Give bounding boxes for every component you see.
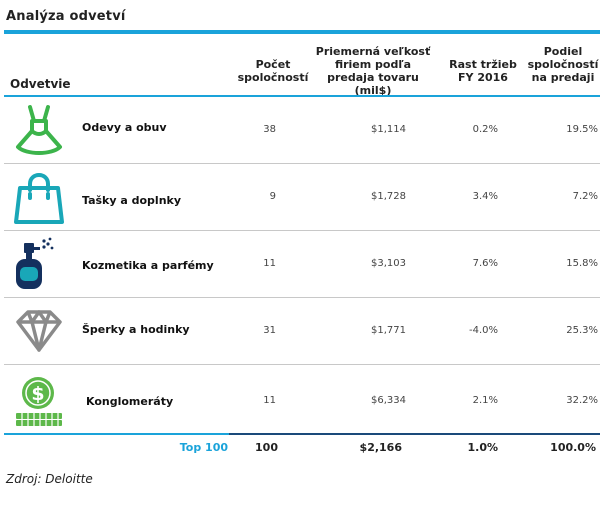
header-sales-growth: Rast tržieb FY 2016 <box>449 58 517 84</box>
money-coins-icon: $ <box>16 377 62 426</box>
row-divider <box>4 163 600 164</box>
sales-share: 25.3% <box>566 325 598 336</box>
sales-growth: 2.1% <box>472 395 498 406</box>
header-sales-share: Podiel spoločností na predaji <box>527 45 599 84</box>
average-size: $1,114 <box>371 124 406 135</box>
row-divider <box>4 230 600 231</box>
sales-share: 19.5% <box>566 124 598 135</box>
total-rule-left <box>4 433 229 435</box>
sales-share: 15.8% <box>566 258 598 269</box>
row-divider <box>4 364 600 365</box>
industry-name: Odevy a obuv <box>82 121 167 134</box>
header-average-size: Priemerná veľkosť firiem podľa predaja t… <box>315 45 431 97</box>
total-average-size: $2,166 <box>359 441 402 454</box>
average-size: $6,334 <box>371 395 406 406</box>
company-count: 38 <box>263 124 276 135</box>
average-size: $1,771 <box>371 325 406 336</box>
industry-name: Kozmetika a parfémy <box>82 259 214 272</box>
total-rule-right <box>229 433 600 435</box>
company-count: 31 <box>263 325 276 336</box>
header-industry: Odvetvie <box>10 77 71 91</box>
row-divider <box>4 297 600 298</box>
sales-share: 7.2% <box>572 191 598 202</box>
sales-growth: -4.0% <box>468 325 498 336</box>
sales-share: 32.2% <box>566 395 598 406</box>
title-underline <box>4 30 600 34</box>
total-growth: 1.0% <box>467 441 498 454</box>
perfume-icon <box>16 237 54 289</box>
table-row: Šperky a hodinky 31 $1,771 -4.0% 25.3% <box>4 298 600 364</box>
table-row: Tašky a doplnky 9 $1,728 3.4% 7.2% <box>4 164 600 230</box>
diamond-icon <box>16 310 62 352</box>
sales-growth: 7.6% <box>472 258 498 269</box>
total-share: 100.0% <box>550 441 596 454</box>
company-count: 11 <box>263 395 276 406</box>
table-row: Kozmetika a parfémy 11 $3,103 7.6% 15.8% <box>4 231 600 297</box>
bag-icon <box>14 173 64 224</box>
sales-growth: 3.4% <box>472 191 498 202</box>
industry-name: Šperky a hodinky <box>82 323 190 336</box>
source-note: Zdroj: Deloitte <box>6 472 93 486</box>
company-count: 11 <box>263 258 276 269</box>
average-size: $3,103 <box>371 258 406 269</box>
dress-icon <box>16 105 62 155</box>
total-count: 100 <box>255 441 278 454</box>
sales-growth: 0.2% <box>472 124 498 135</box>
header-company-count: Počet spoločností <box>237 58 309 84</box>
company-count: 9 <box>269 191 276 202</box>
average-size: $1,728 <box>371 191 406 202</box>
industry-name: Konglomeráty <box>86 395 174 408</box>
table-row: $ Konglomeráty 11 $6,334 2.1% 32.2% <box>4 365 600 431</box>
industry-name: Tašky a doplnky <box>82 194 182 207</box>
svg-text:$: $ <box>31 383 44 405</box>
total-label: Top 100 <box>179 441 228 454</box>
page-title: Analýza odvetví <box>6 9 126 24</box>
header-divider <box>4 95 600 97</box>
table-row: Odevy a obuv 38 $1,114 0.2% 19.5% <box>4 97 600 163</box>
